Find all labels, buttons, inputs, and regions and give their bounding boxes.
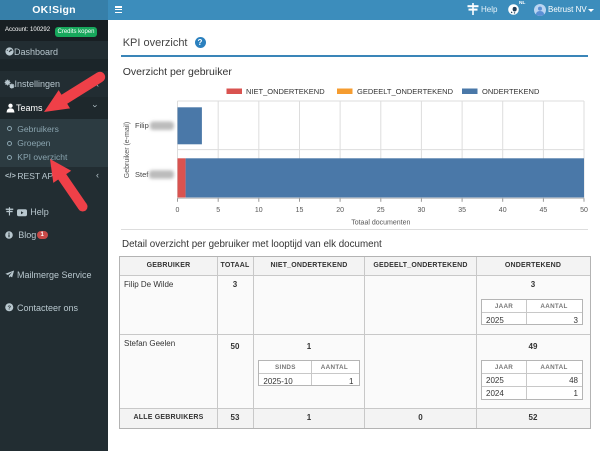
svg-text:GEDEELT_ONDERTEKEND: GEDEELT_ONDERTEKEND <box>357 87 454 96</box>
svg-text:45: 45 <box>540 207 548 214</box>
svg-text:0: 0 <box>176 207 180 214</box>
svg-text:40: 40 <box>499 207 507 214</box>
svg-text:10: 10 <box>255 207 263 214</box>
svg-text:25: 25 <box>377 207 385 214</box>
svg-text:?: ? <box>7 305 11 311</box>
svg-text:NIET_ONDERTEKEND: NIET_ONDERTEKEND <box>246 87 325 96</box>
svg-text:Totaal documenten: Totaal documenten <box>351 220 410 227</box>
svg-text:Filip: Filip <box>135 121 149 130</box>
svg-text:35: 35 <box>458 207 466 214</box>
svg-text:Stef: Stef <box>135 170 149 179</box>
svg-text:50: 50 <box>580 207 588 214</box>
svg-text:Gebruiker (e-mail): Gebruiker (e-mail) <box>124 122 131 178</box>
svg-text:5: 5 <box>216 207 220 214</box>
svg-text:15: 15 <box>296 207 304 214</box>
svg-text:ONDERTEKEND: ONDERTEKEND <box>482 87 540 96</box>
svg-text:20: 20 <box>336 207 344 214</box>
svg-text:30: 30 <box>418 207 426 214</box>
